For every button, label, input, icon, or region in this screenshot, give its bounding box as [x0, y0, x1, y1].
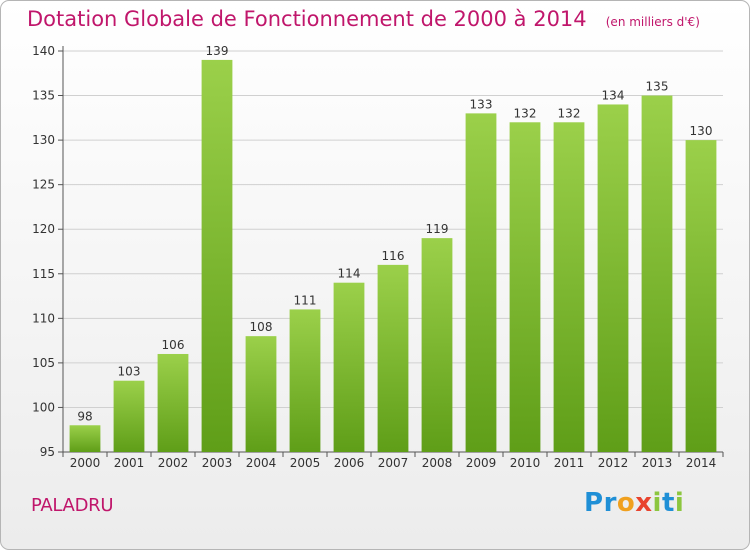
bar	[509, 122, 541, 453]
x-tick-label: 2009	[466, 456, 497, 470]
logo-letter: r	[603, 488, 617, 518]
x-tick-label: 2003	[202, 456, 233, 470]
x-tick-label: 2012	[598, 456, 629, 470]
x-tick-label: 2008	[422, 456, 453, 470]
logo-letter: o	[616, 488, 636, 518]
bar	[685, 140, 717, 452]
y-tick-label: 120	[32, 222, 55, 236]
y-tick-label: 125	[32, 178, 55, 192]
bar-value-label: 130	[690, 124, 713, 138]
x-tick-label: 2002	[158, 456, 189, 470]
bar-value-label: 132	[558, 106, 581, 120]
x-tick-label: 2006	[334, 456, 365, 470]
y-tick-label: 140	[32, 44, 55, 58]
bar	[377, 264, 409, 452]
bar-value-label: 111	[294, 293, 317, 307]
bar-value-label: 116	[382, 249, 405, 263]
x-tick-label: 2004	[246, 456, 277, 470]
bar-value-label: 106	[162, 338, 185, 352]
bar	[201, 59, 233, 453]
x-tick-label: 2010	[510, 456, 541, 470]
bar-value-label: 103	[118, 365, 141, 379]
bar	[641, 95, 673, 453]
proxiti-logo: Proxiti	[584, 488, 684, 518]
bar-value-label: 133	[470, 97, 493, 111]
y-tick-label: 130	[32, 133, 55, 147]
logo-letter: i	[652, 488, 662, 518]
bar-value-label: 119	[426, 222, 449, 236]
y-tick-label: 135	[32, 89, 55, 103]
logo-letter: P	[584, 488, 604, 518]
bar	[69, 425, 101, 452]
bar-value-label: 108	[250, 320, 273, 334]
bar-value-label: 98	[77, 409, 92, 423]
chart-subtitle: (en milliers d'€)	[605, 15, 700, 29]
bar	[553, 122, 585, 453]
y-tick-label: 105	[32, 356, 55, 370]
bar-value-label: 114	[338, 267, 361, 281]
bar-value-label: 134	[602, 88, 625, 102]
bar	[289, 309, 321, 452]
logo-letter: x	[635, 488, 653, 518]
y-tick-label: 115	[32, 267, 55, 281]
x-tick-label: 2014	[686, 456, 717, 470]
bar	[333, 282, 365, 452]
bar	[245, 336, 277, 452]
x-tick-label: 2013	[642, 456, 673, 470]
y-tick-label: 100	[32, 400, 55, 414]
bar-value-label: 135	[646, 80, 669, 94]
x-tick-label: 2000	[70, 456, 101, 470]
y-tick-label: 95	[40, 445, 55, 459]
x-tick-label: 2011	[554, 456, 585, 470]
bar	[465, 113, 497, 452]
town-name: PALADRU	[31, 495, 114, 516]
bar-value-label: 132	[514, 106, 537, 120]
bar	[421, 238, 453, 452]
x-tick-label: 2001	[114, 456, 145, 470]
bar-value-label: 139	[206, 44, 229, 58]
x-tick-label: 2007	[378, 456, 409, 470]
x-tick-label: 2005	[290, 456, 321, 470]
bar	[113, 380, 145, 452]
y-tick-label: 110	[32, 311, 55, 325]
bar	[597, 104, 629, 452]
chart-title: Dotation Globale de Fonctionnement de 20…	[27, 7, 587, 31]
logo-letter: t	[661, 488, 675, 518]
logo-letter: i	[674, 488, 685, 518]
bar	[157, 353, 189, 452]
title-row: Dotation Globale de Fonctionnement de 20…	[27, 7, 700, 31]
